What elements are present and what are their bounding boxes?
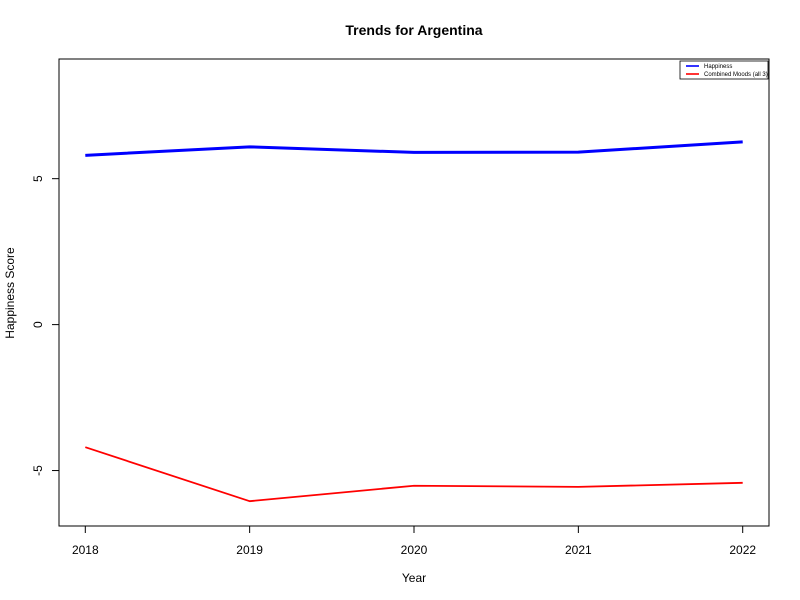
legend-label-happiness: Happiness — [704, 64, 732, 70]
x-axis: 2018 2019 2020 2021 2022 — [72, 525, 756, 557]
y-tick-label-5: 5 — [31, 175, 45, 182]
x-axis-label: Year — [402, 571, 426, 585]
series-line-combined-moods — [85, 446, 743, 503]
y-tick-label--5: -5 — [31, 465, 45, 476]
x-tick-label-2021: 2021 — [565, 543, 592, 557]
y-axis-label: Happiness Score — [3, 247, 17, 339]
chart-title: Trends for Argentina — [345, 22, 482, 38]
legend-box — [679, 60, 769, 80]
series-line-happiness — [85, 140, 743, 157]
x-tick-label-2022: 2022 — [729, 543, 756, 557]
y-axis: -5 0 5 — [31, 175, 60, 476]
legend: Happiness Combined Moods (all 3) — [679, 60, 769, 80]
x-tick-label-2020: 2020 — [401, 543, 428, 557]
series-lines — [85, 140, 743, 503]
y-tick-label-0: 0 — [31, 321, 45, 328]
x-tick-label-2019: 2019 — [236, 543, 263, 557]
legend-label-combined-moods: Combined Moods (all 3) — [704, 72, 768, 78]
plot-area-frame — [58, 58, 770, 527]
x-tick-label-2018: 2018 — [72, 543, 99, 557]
